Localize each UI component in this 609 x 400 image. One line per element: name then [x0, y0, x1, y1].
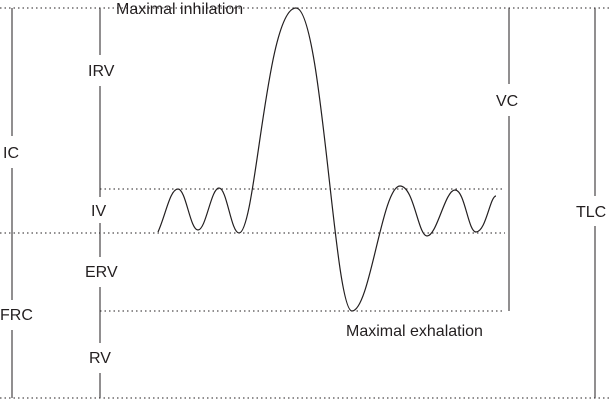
erv-label: ERV — [85, 264, 118, 281]
frc-label: FRC — [0, 307, 33, 324]
spirogram-waveform — [157, 7, 497, 312]
vc-label: VC — [496, 93, 518, 110]
ic-label: IC — [3, 145, 19, 162]
irv-label: IRV — [88, 63, 115, 80]
iv-label: IV — [91, 203, 106, 220]
rv-label: RV — [89, 350, 111, 367]
tlc-label: TLC — [576, 204, 606, 221]
max-exhalation-label: Maximal exhalation — [346, 323, 483, 340]
max-inhalation-label: Maximal inhilation — [116, 1, 243, 18]
